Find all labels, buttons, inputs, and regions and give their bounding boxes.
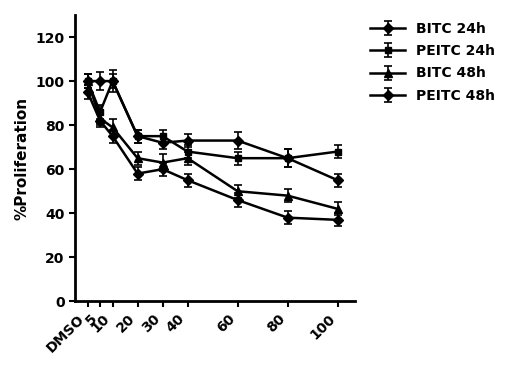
Y-axis label: %Proliferation: %Proliferation xyxy=(15,97,30,220)
Legend: BITC 24h, PEITC 24h, BITC 48h, PEITC 48h: BITC 24h, PEITC 24h, BITC 48h, PEITC 48h xyxy=(365,16,501,108)
